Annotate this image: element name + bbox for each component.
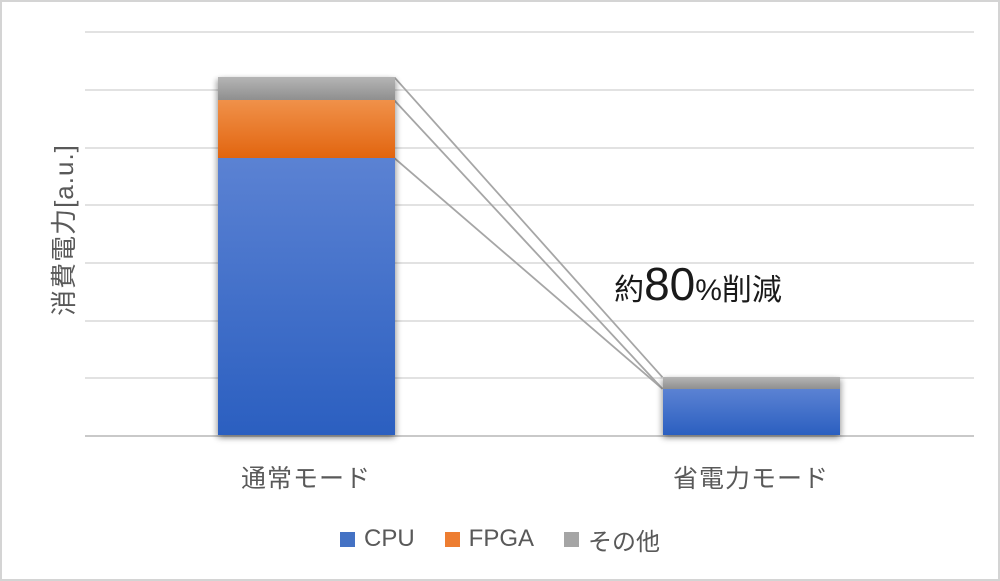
legend-item-other: その他: [564, 522, 660, 557]
legend-swatch-fpga: [444, 531, 460, 547]
bar-segment-その他: [217, 77, 395, 101]
bar-segment-その他: [662, 377, 840, 389]
legend-item-fpga: FPGA: [444, 525, 534, 553]
y-axis-title: 消費電力[a.u.]: [49, 144, 79, 316]
x-axis-line: [85, 435, 974, 437]
legend-label-cpu: CPU: [363, 525, 415, 552]
connector-line-その他: [393, 76, 664, 378]
bar-segment-cpu: [662, 388, 840, 435]
legend-label-other: その他: [588, 528, 660, 556]
bar-segment-cpu: [217, 158, 395, 435]
legend-label-fpga: FPGA: [468, 525, 534, 552]
category-label-power-saving-mode: 省電力モード: [672, 465, 829, 493]
connector-line-fpga: [393, 99, 664, 390]
legend-swatch-other: [564, 531, 579, 547]
annotation-suffix: %削減: [695, 274, 782, 307]
annotation-prefix: 約: [614, 274, 645, 307]
legend-item-cpu: CPU: [339, 525, 415, 553]
bar-segment-fpga: [217, 100, 395, 159]
gridline: [85, 31, 974, 34]
legend-swatch-cpu: [339, 531, 355, 547]
category-label-normal-mode: 通常モード: [240, 465, 371, 493]
reduction-annotation: 約80%削減: [598, 257, 798, 311]
annotation-value: 80: [644, 258, 696, 310]
bar-power-saving-mode: [662, 377, 840, 435]
legend: CPU FPGA その他: [2, 522, 998, 557]
bar-normal-mode: [217, 77, 395, 435]
